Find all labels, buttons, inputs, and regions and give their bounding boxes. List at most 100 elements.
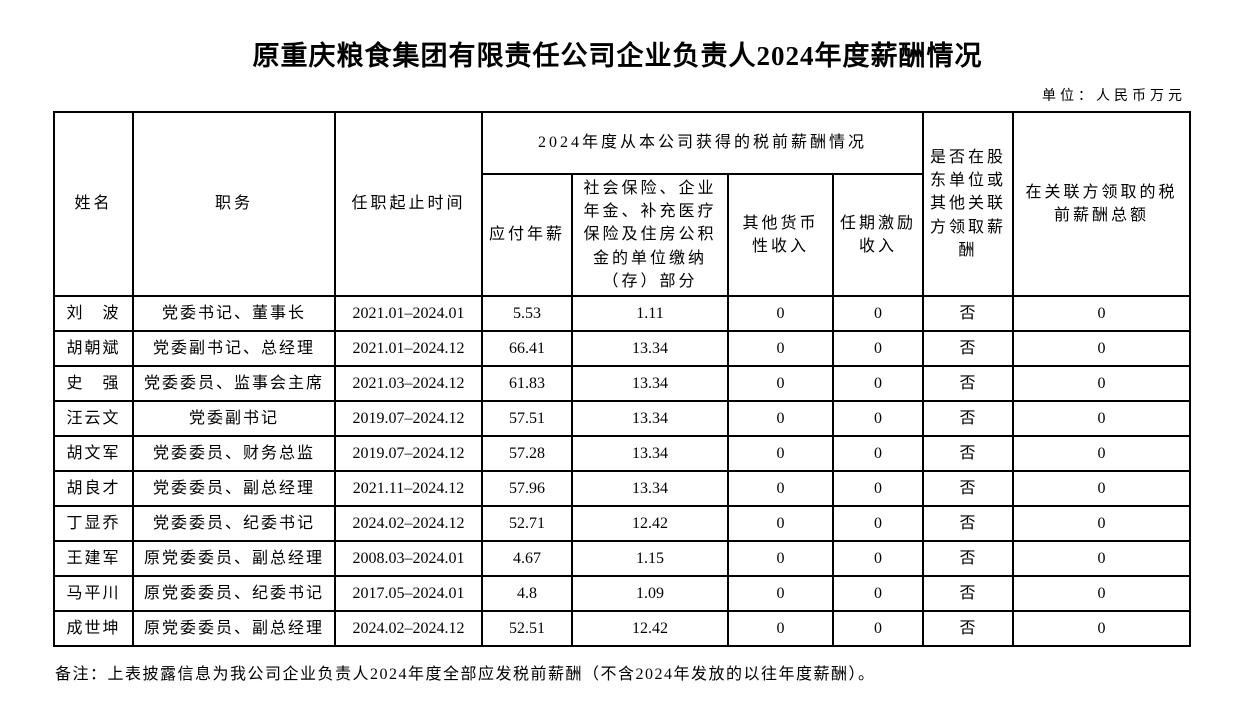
- cell-tenure-incentive: 0: [831, 399, 925, 437]
- table-row: 胡良才 党委委员、副总经理 2021.11–2024.12 57.96 13.3…: [53, 469, 1192, 507]
- cell-related-party-total: 0: [1012, 434, 1192, 472]
- cell-social-insurance: 12.42: [571, 504, 729, 542]
- cell-related-party-total: 0: [1012, 504, 1192, 542]
- cell-related-party-flag: 否: [922, 539, 1015, 577]
- cell-annual-salary: 57.28: [481, 434, 573, 472]
- cell-other-income: 0: [727, 399, 834, 437]
- col-header-position: 职务: [132, 111, 336, 297]
- cell-social-insurance: 1.11: [571, 294, 729, 332]
- cell-social-insurance: 1.15: [571, 539, 729, 577]
- table-row: 丁显乔 党委委员、纪委书记 2024.02–2024.12 52.71 12.4…: [53, 504, 1192, 542]
- cell-related-party-total: 0: [1012, 329, 1192, 367]
- cell-related-party-total: 0: [1012, 364, 1192, 402]
- cell-name: 史 强: [53, 364, 134, 402]
- cell-other-income: 0: [727, 609, 834, 647]
- col-header-other-income: 其他货币性收入: [727, 173, 834, 297]
- table-row: 王建军 原党委委员、副总经理 2008.03–2024.01 4.67 1.15…: [53, 539, 1192, 577]
- cell-position: 党委副书记: [132, 399, 336, 437]
- cell-name: 马平川: [53, 574, 134, 612]
- cell-annual-salary: 66.41: [481, 329, 573, 367]
- cell-related-party-flag: 否: [922, 469, 1015, 507]
- cell-term: 2021.11–2024.12: [334, 469, 483, 507]
- cell-tenure-incentive: 0: [831, 364, 925, 402]
- col-header-term: 任职起止时间: [334, 111, 483, 297]
- cell-term: 2021.01–2024.12: [334, 329, 483, 367]
- cell-term: 2024.02–2024.12: [334, 504, 483, 542]
- cell-annual-salary: 4.8: [481, 574, 573, 612]
- page-title: 原重庆粮食集团有限责任公司企业负责人2024年度薪酬情况: [252, 41, 983, 71]
- table-row: 刘 波 党委书记、董事长 2021.01–2024.01 5.53 1.11 0…: [53, 294, 1192, 332]
- cell-related-party-flag: 否: [922, 504, 1015, 542]
- cell-other-income: 0: [727, 574, 834, 612]
- cell-other-income: 0: [727, 504, 834, 542]
- cell-position: 党委副书记、总经理: [132, 329, 336, 367]
- col-header-name: 姓名: [53, 111, 134, 297]
- unit-label: 单位：人民币万元: [1042, 89, 1186, 104]
- cell-position: 党委委员、副总经理: [132, 469, 336, 507]
- table-row: 成世坤 原党委委员、副总经理 2024.02–2024.12 52.51 12.…: [53, 609, 1192, 647]
- cell-term: 2021.03–2024.12: [334, 364, 483, 402]
- cell-term: 2019.07–2024.12: [334, 434, 483, 472]
- cell-tenure-incentive: 0: [831, 504, 925, 542]
- cell-position: 原党委委员、纪委书记: [132, 574, 336, 612]
- cell-annual-salary: 57.51: [481, 399, 573, 437]
- cell-related-party-total: 0: [1012, 399, 1192, 437]
- cell-term: 2008.03–2024.01: [334, 539, 483, 577]
- cell-name: 胡朝斌: [53, 329, 134, 367]
- cell-social-insurance: 13.34: [571, 329, 729, 367]
- cell-name: 刘 波: [53, 294, 134, 332]
- cell-position: 党委委员、监事会主席: [132, 364, 336, 402]
- footnote: 备注：上表披露信息为我公司企业负责人2024年度全部应发税前薪酬（不含2024年…: [55, 665, 876, 683]
- cell-annual-salary: 5.53: [481, 294, 573, 332]
- cell-other-income: 0: [727, 364, 834, 402]
- cell-related-party-flag: 否: [922, 574, 1015, 612]
- cell-name: 丁显乔: [53, 504, 134, 542]
- cell-related-party-total: 0: [1012, 609, 1192, 647]
- header-row-sub: 应付年薪 社会保险、企业年金、补充医疗保险及住房公积金的单位缴纳（存）部分 其他…: [54, 173, 1190, 297]
- cell-social-insurance: 13.34: [571, 364, 729, 402]
- cell-related-party-total: 0: [1012, 469, 1192, 507]
- cell-other-income: 0: [727, 329, 834, 367]
- cell-name: 成世坤: [53, 609, 134, 647]
- salary-table: 姓名 职务 任职起止时间 2024年度从本公司获得的税前薪酬情况 是否在股东单位…: [53, 111, 1192, 647]
- cell-name: 王建军: [53, 539, 134, 577]
- cell-tenure-incentive: 0: [831, 574, 925, 612]
- col-header-related-party-total: 在关联方领取的税前薪酬总额: [1012, 111, 1192, 297]
- table-row: 胡朝斌 党委副书记、总经理 2021.01–2024.12 66.41 13.3…: [53, 329, 1192, 367]
- cell-annual-salary: 52.71: [481, 504, 573, 542]
- cell-term: 2021.01–2024.01: [334, 294, 483, 332]
- cell-annual-salary: 4.67: [481, 539, 573, 577]
- cell-annual-salary: 61.83: [481, 364, 573, 402]
- cell-tenure-incentive: 0: [831, 469, 925, 507]
- cell-position: 党委委员、纪委书记: [132, 504, 336, 542]
- cell-social-insurance: 1.09: [571, 574, 729, 612]
- cell-social-insurance: 13.34: [571, 469, 729, 507]
- cell-tenure-incentive: 0: [831, 294, 925, 332]
- cell-related-party-flag: 否: [922, 364, 1015, 402]
- cell-related-party-flag: 否: [922, 434, 1015, 472]
- table-row: 马平川 原党委委员、纪委书记 2017.05–2024.01 4.8 1.09 …: [53, 574, 1192, 612]
- header-row-top: 姓名 职务 任职起止时间 2024年度从本公司获得的税前薪酬情况 是否在股东单位…: [53, 111, 1192, 297]
- cell-other-income: 0: [727, 469, 834, 507]
- cell-tenure-incentive: 0: [831, 329, 925, 367]
- cell-position: 党委书记、董事长: [132, 294, 336, 332]
- table-row: 史 强 党委委员、监事会主席 2021.03–2024.12 61.83 13.…: [53, 364, 1192, 402]
- cell-name: 汪云文: [53, 399, 134, 437]
- cell-related-party-flag: 否: [922, 294, 1015, 332]
- cell-related-party-total: 0: [1012, 294, 1192, 332]
- cell-related-party-total: 0: [1012, 574, 1192, 612]
- cell-other-income: 0: [727, 539, 834, 577]
- cell-annual-salary: 52.51: [481, 609, 573, 647]
- table-row: 汪云文 党委副书记 2019.07–2024.12 57.51 13.34 0 …: [53, 399, 1192, 437]
- cell-related-party-flag: 否: [922, 329, 1015, 367]
- cell-social-insurance: 12.42: [571, 609, 729, 647]
- cell-position: 原党委委员、副总经理: [132, 609, 336, 647]
- cell-annual-salary: 57.96: [481, 469, 573, 507]
- cell-related-party-total: 0: [1012, 539, 1192, 577]
- cell-social-insurance: 13.34: [571, 399, 729, 437]
- cell-name: 胡良才: [53, 469, 134, 507]
- cell-tenure-incentive: 0: [831, 609, 925, 647]
- col-header-related-party-flag: 是否在股东单位或其他关联方领取薪酬: [922, 111, 1015, 297]
- col-header-tenure-incentive: 任期激励收入: [831, 173, 925, 297]
